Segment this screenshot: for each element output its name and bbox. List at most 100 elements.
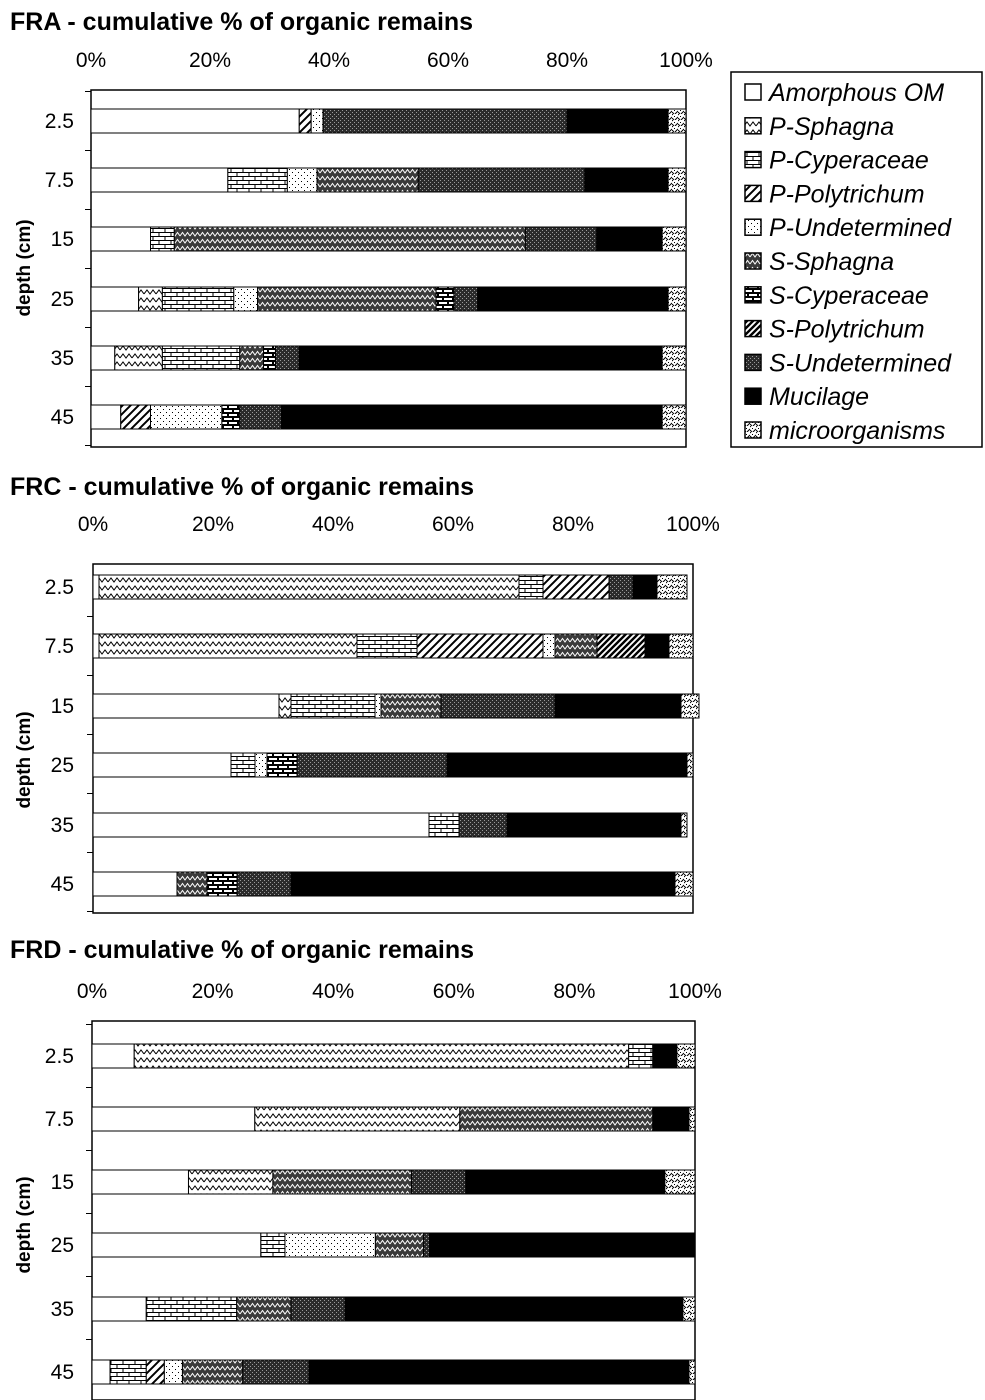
x-tick-label: 60% — [433, 980, 475, 1003]
x-tick-label: 100% — [659, 49, 713, 72]
bar-segment-microorganisms — [661, 404, 687, 430]
legend-swatch-p-polytrichum — [744, 184, 762, 203]
bar-segment-microorganisms — [667, 286, 687, 312]
x-tick-label: 100% — [668, 980, 722, 1003]
bar-segment-microorganisms — [668, 633, 694, 659]
bar-segment-s-sphagna — [374, 1232, 425, 1258]
bar-segment-microorganisms — [667, 108, 687, 134]
bar-segment-amorphous-om — [91, 1169, 189, 1195]
x-tick-label: 0% — [78, 513, 108, 536]
y-tick-label: 7.5 — [45, 635, 74, 658]
bar-segment-p-undetermined — [150, 404, 223, 430]
bar-segment-p-sphagna — [98, 574, 520, 600]
legend-swatch-p-undetermined — [744, 218, 762, 236]
bar-segment-amorphous-om — [90, 167, 229, 193]
bar-segment-s-cyperaceae — [266, 752, 298, 778]
legend: Amorphous OM P-Sphagna P-Cyperaceae P-Polyt… — [730, 71, 983, 448]
bar-segment-mucilage — [596, 226, 663, 252]
bar-segment-amorphous-om — [91, 1106, 256, 1132]
bar-segment-p-cyperaceae — [150, 226, 175, 252]
bar-segment-s-undetermined — [417, 167, 586, 193]
bar-segment-mucilage — [477, 286, 669, 312]
legend-swatch-s-sphagna — [744, 252, 762, 270]
y-tick-label: 2.5 — [45, 1045, 74, 1068]
x-tick-label: 80% — [546, 49, 588, 72]
y-axis-label: depth (cm) — [14, 219, 35, 316]
bar-segment-microorganisms — [680, 812, 688, 838]
legend-swatch-p-cyperaceae — [744, 150, 762, 169]
bar-segment-s-undetermined — [274, 345, 300, 371]
bar-segment-p-cyperaceae — [227, 167, 288, 193]
bar-segment-p-polytrichum — [416, 633, 544, 659]
plot-area — [90, 89, 687, 448]
y-axis-label: depth (cm) — [14, 711, 35, 808]
bar-segment-s-undetermined — [296, 752, 448, 778]
plot-area — [91, 1020, 696, 1400]
bar-segment-amorphous-om — [91, 1232, 262, 1258]
legend-label-amorphous: Amorphous OM — [767, 79, 944, 107]
y-tick-label: 15 — [51, 695, 74, 718]
x-tick-label: 20% — [189, 49, 231, 72]
bar-segment-p-sphagna — [133, 1043, 630, 1069]
bar-segment-amorphous-om — [91, 1043, 135, 1069]
chart-panel-2: FRC - cumulative % of organic remains 0% 2… — [10, 473, 720, 914]
bar-segment-p-cyperaceae — [161, 286, 235, 312]
bar-segment-s-sphagna — [181, 1359, 244, 1385]
legend-label-microorganisms: microorganisms — [769, 417, 945, 445]
legend-label-p-polytrichum: P-Polytrichum — [769, 180, 925, 208]
bar-segment-s-sphagna — [554, 633, 598, 659]
bar-segment-p-cyperaceae — [145, 1296, 238, 1322]
legend-swatch-s-undetermined — [744, 353, 762, 372]
bar-segment-s-sphagna — [380, 693, 442, 719]
bar-segment-amorphous-om — [90, 345, 116, 371]
bar-segment-p-undetermined — [374, 693, 382, 719]
bar-segment-s-cyperaceae — [221, 404, 241, 430]
x-tick-label: 100% — [666, 513, 720, 536]
bar-segment-s-polytrichum — [596, 633, 646, 659]
bar-segment-p-sphagna — [138, 286, 163, 312]
bar-segment-amorphous-om — [92, 812, 430, 838]
bar-segment-mucilage — [429, 1232, 696, 1258]
bar-segment-p-cyperaceae — [628, 1043, 654, 1069]
bar-segment-microorganisms — [661, 345, 687, 371]
bar-segment-microorganisms — [682, 1296, 696, 1322]
bar-segment-s-cyperaceae — [206, 871, 238, 897]
bar-segment-s-undetermined — [524, 226, 598, 252]
x-tick-label: 40% — [312, 513, 354, 536]
x-tick-label: 40% — [308, 49, 350, 72]
bar-segment-p-undetermined — [542, 633, 556, 659]
bar-segment-p-polytrichum — [145, 1359, 165, 1385]
bar-segment-amorphous-om — [90, 226, 151, 252]
legend-label-s-polytrichum: S-Polytrichum — [769, 316, 925, 344]
y-tick-label: 25 — [51, 1234, 74, 1257]
y-tick-label: 7.5 — [45, 169, 74, 192]
bar-segment-mucilage — [506, 812, 682, 838]
y-tick-label: 2.5 — [45, 576, 74, 599]
bar-segment-mucilage — [632, 574, 658, 600]
bar-segment-s-undetermined — [239, 404, 282, 430]
bar-segment-microorganisms — [674, 871, 694, 897]
legend-label-s-sphagna: S-Sphagna — [769, 248, 894, 276]
y-tick-label: 45 — [51, 1361, 74, 1384]
bar-segment-amorphous-om — [91, 1296, 147, 1322]
x-tick-label: 20% — [192, 513, 234, 536]
x-tick-label: 0% — [77, 980, 107, 1003]
bar-segment-s-undetermined — [458, 812, 508, 838]
bar-segment-microorganisms — [656, 574, 688, 600]
bar-segment-amorphous-om — [92, 574, 100, 600]
bar-segment-s-undetermined — [423, 1232, 431, 1258]
bar-segment-p-undetermined — [284, 1232, 376, 1258]
legend-label-s-cyperaceae: S-Cyperaceae — [769, 282, 929, 310]
chart-panel-1: FRA - cumulative % of organic remains 0% 2… — [10, 8, 713, 448]
y-tick-label: 25 — [51, 288, 74, 311]
bar-segment-s-undetermined — [608, 574, 634, 600]
bar-segment-p-cyperaceae — [260, 1232, 286, 1258]
y-tick-label: 2.5 — [45, 110, 74, 133]
legend-label-p-undetermined: P-Undetermined — [769, 214, 952, 242]
bar-segment-s-sphagna — [236, 1296, 292, 1322]
chart-panel-3: FRD - cumulative % of organic remains 0% 2… — [10, 936, 722, 1400]
bar-segment-mucilage — [566, 108, 669, 134]
bar-segment-p-cyperaceae — [518, 574, 544, 600]
bar-segment-s-cyperaceae — [263, 345, 276, 371]
